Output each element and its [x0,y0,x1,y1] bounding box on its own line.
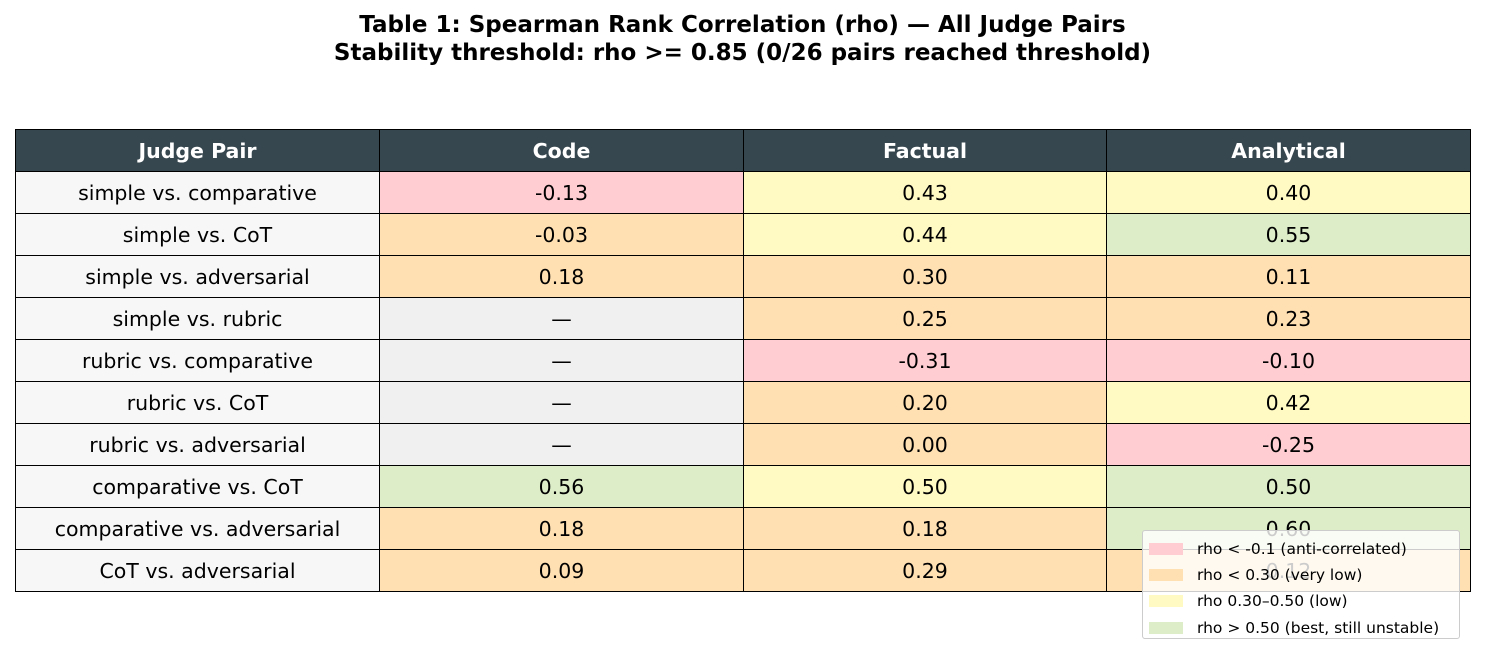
rho-cell-analytical: -0.25 [1106,423,1471,466]
rho-cell-factual: 0.50 [743,465,1107,508]
rho-cell-code: — [379,381,744,424]
table-row: rubric vs. adversarial —0.00 -0.25 [15,423,1471,466]
table-row: rubric vs. comparative — -0.31 -0.10 [15,339,1471,382]
rho-cell-code: -0.03 [379,213,744,256]
rho-cell-code: — [379,423,744,466]
judge-pair-cell: CoT vs. adversarial [15,549,380,592]
rho-cell-analytical: -0.10 [1106,339,1471,382]
table-row: simple vs. comparative -0.13 0.43 0.40 [15,171,1471,214]
legend-item: rho < 0.30 (very low) [1149,562,1459,588]
rho-cell-factual: 0.30 [743,255,1107,298]
table-header-row: Judge Pair Code Factual Analytical [15,129,1471,172]
rho-cell-analytical: 0.50 [1106,465,1471,508]
table-body: simple vs. comparative -0.13 0.43 0.40 simpl… [15,171,1471,592]
table-row: comparative vs. CoT 0.56 0.50 0.50 [15,465,1471,508]
legend: rho < -0.1 (anti-correlated) rho < 0.30 (… [1142,530,1460,639]
judge-pair-cell: simple vs. comparative [15,171,380,214]
chart-title: Table 1: Spearman Rank Correlation (rho)… [359,12,1126,38]
rho-cell-analytical: 0.23 [1106,297,1471,340]
legend-label: rho < -0.1 (anti-correlated) [1197,540,1407,559]
rho-cell-code: -0.13 [379,171,744,214]
legend-swatch [1149,543,1183,556]
table-row: comparative vs. adversarial 0.18 0.18 0.60 [15,507,1471,550]
rho-cell-code: 0.56 [379,465,744,508]
chart-subtitle: Stability threshold: rho >= 0.85 (0/26 p… [333,40,1152,66]
column-header-judge-pair: Judge Pair [15,129,380,172]
judge-pair-cell: simple vs. adversarial [15,255,380,298]
rho-cell-analytical: 0.40 [1106,171,1471,214]
rho-cell-code: 0.18 [379,255,744,298]
rho-cell-analytical: 0.42 [1106,381,1471,424]
column-header-analytical: Analytical [1106,129,1471,172]
legend-item: rho > 0.50 (best, still unstable) [1149,615,1459,641]
rho-cell-factual: -0.31 [743,339,1107,382]
legend-swatch [1149,595,1183,608]
rho-cell-code: — [379,339,744,382]
rho-cell-factual: 0.44 [743,213,1107,256]
legend-label: rho < 0.30 (very low) [1197,566,1363,585]
judge-pair-cell: simple vs. rubric [15,297,380,340]
table-row: simple vs. adversarial 0.18 0.30 0.11 [15,255,1471,298]
judge-pair-cell: rubric vs. comparative [15,339,380,382]
legend-item: rho < -0.1 (anti-correlated) [1149,536,1459,562]
rho-cell-analytical: 0.11 [1106,255,1471,298]
correlation-table: Judge Pair Code Factual Analytical simpl… [15,129,1471,592]
rho-cell-analytical: 0.55 [1106,213,1471,256]
rho-cell-code: — [379,297,744,340]
rho-cell-factual: 0.43 [743,171,1107,214]
judge-pair-cell: simple vs. CoT [15,213,380,256]
rho-cell-factual: 0.00 [743,423,1107,466]
rho-cell-factual: 0.20 [743,381,1107,424]
table-row: rubric vs. CoT —0.20 0.42 [15,381,1471,424]
rho-cell-code: 0.09 [379,549,744,592]
legend-item: rho 0.30–0.50 (low) [1149,588,1459,614]
table-row: simple vs. rubric —0.25 0.23 [15,297,1471,340]
table-row: simple vs. CoT -0.03 0.44 0.55 [15,213,1471,256]
rho-cell-factual: 0.25 [743,297,1107,340]
legend-swatch [1149,569,1183,582]
rho-cell-code: 0.18 [379,507,744,550]
legend-label: rho 0.30–0.50 (low) [1197,592,1348,611]
rho-cell-factual: 0.18 [743,507,1107,550]
judge-pair-cell: rubric vs. adversarial [15,423,380,466]
rho-cell-factual: 0.29 [743,549,1107,592]
judge-pair-cell: rubric vs. CoT [15,381,380,424]
column-header-factual: Factual [743,129,1107,172]
judge-pair-cell: comparative vs. CoT [15,465,380,508]
legend-label: rho > 0.50 (best, still unstable) [1197,618,1440,637]
column-header-code: Code [379,129,744,172]
legend-swatch [1149,621,1183,634]
judge-pair-cell: comparative vs. adversarial [15,507,380,550]
